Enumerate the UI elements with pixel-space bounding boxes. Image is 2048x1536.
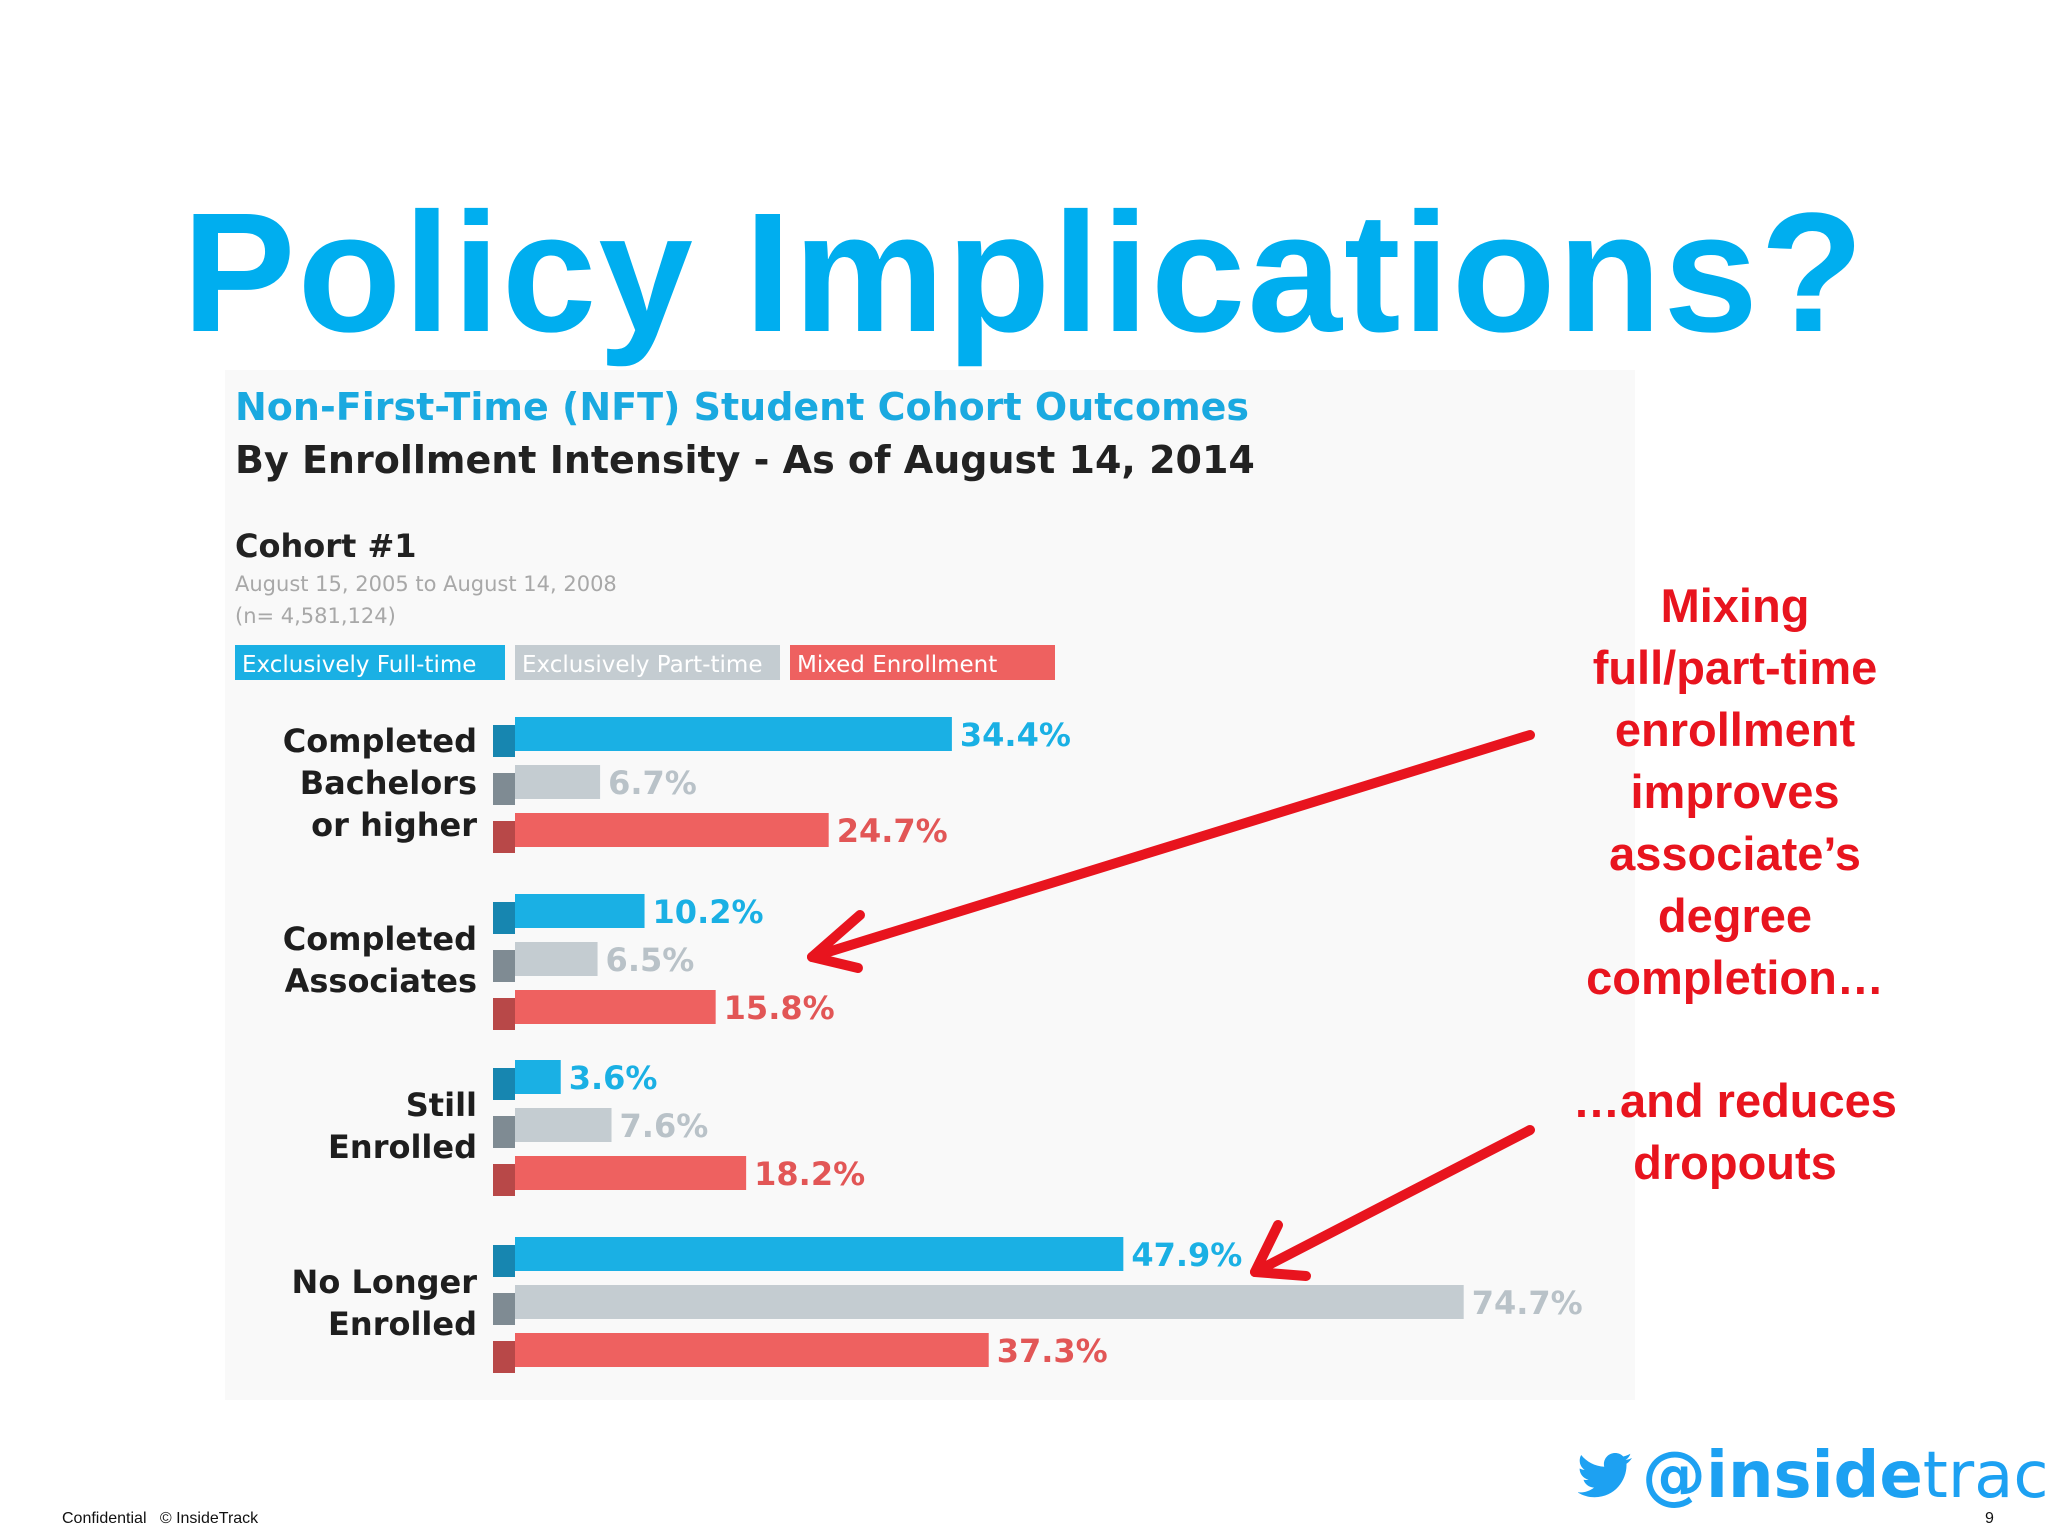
bar-value-label: 18.2% [754,1155,865,1193]
bar-depth [493,821,515,853]
annotation-line: dropouts [1633,1136,1837,1189]
bar-value-label: 6.7% [608,764,697,802]
cohort-label: Cohort #1 [235,527,417,565]
bar-depth [493,950,515,982]
footer-copyright: © InsideTrack [159,1510,259,1527]
category-label: Bachelors [300,764,477,802]
legend-label: Exclusively Full-time [242,652,476,678]
bar-depth [493,773,515,805]
bar [515,1333,989,1367]
bar [515,765,601,799]
bar [515,894,645,928]
bar-value-label: 24.7% [837,812,948,850]
chart-subtitle: By Enrollment Intensity - As of August 1… [235,438,1255,482]
cohort-dates: August 15, 2005 to August 14, 2008 [235,572,617,596]
bar-value-label: 37.3% [997,1332,1108,1370]
annotation-mixing: Mixing full/part-time enrollment improve… [1535,575,1935,1009]
legend-swatch [790,645,1055,680]
legend-swatch [515,645,780,680]
bar [515,1156,747,1190]
bar [515,1060,561,1094]
bar-depth [493,1293,515,1325]
category-label: Enrolled [328,1305,477,1343]
chart-title: Non-First-Time (NFT) Student Cohort Outc… [235,385,1249,429]
bar-depth [493,725,515,757]
footer-confidential: Confidential [62,1510,147,1527]
category-label: or higher [311,806,477,844]
category-label: Still [406,1086,477,1124]
bar-depth [493,1068,515,1100]
bar-value-label: 10.2% [653,893,764,931]
bar-depth [493,998,515,1030]
bar-depth [493,1245,515,1277]
bar-value-label: 34.4% [960,716,1071,754]
legend-swatch [235,645,505,680]
legend-label: Mixed Enrollment [797,652,997,678]
bar-value-label: 3.6% [569,1059,658,1097]
brand-handle-text: @insidetrack [1642,1444,2048,1508]
bar-value-label: 15.8% [724,989,835,1027]
brand-handle-prefix: @ [1642,1439,1706,1513]
chart-image: Non-First-Time (NFT) Student Cohort Outc… [225,370,1635,1400]
bar [515,1108,612,1142]
annotation-dropouts: …and reduces dropouts [1535,1070,1935,1194]
bar-depth [493,1164,515,1196]
bar-depth [493,902,515,934]
bar-chart: Non-First-Time (NFT) Student Cohort Outc… [225,370,1635,1400]
bar-value-label: 47.9% [1131,1236,1242,1274]
bar [515,1237,1124,1271]
brand-handle-main: inside [1706,1439,1923,1513]
annotation-line: enrollment [1614,703,1856,756]
footer-left: Confidential © InsideTrack [62,1510,258,1528]
bar-depth [493,1116,515,1148]
bar [515,717,952,751]
legend-label: Exclusively Part-time [522,652,762,678]
chart-bars: Completed Bachelors or higher 34.4% 6.7% 24.7… [283,716,1583,1373]
annotation-line: …and reduces [1573,1074,1897,1127]
slide-title: Policy Implications? [182,178,1866,368]
bar-depth [493,1341,515,1373]
category-label: Completed [283,722,477,760]
annotation-line: improves [1630,765,1840,818]
bar-value-label: 7.6% [620,1107,709,1145]
bar-value-label: 74.7% [1472,1284,1583,1322]
category-label: Enrolled [328,1128,477,1166]
twitter-bird-icon [1578,1453,1632,1498]
brand-handle: @insidetrack [1578,1440,2048,1512]
category-label: Completed [283,920,477,958]
bar [515,942,598,976]
annotation-line: completion… [1586,951,1884,1004]
cohort-n: (n= 4,581,124) [235,604,396,628]
annotation-line: Mixing [1660,579,1810,632]
annotation-line: associate’s [1609,827,1861,880]
chart-legend: Exclusively Full-time Exclusively Part-ti… [235,645,1055,680]
annotation-line: degree [1657,889,1813,942]
brand-handle-suffix: track [1922,1439,2048,1513]
category-label: No Longer [292,1263,478,1301]
annotation-line: full/part-time [1592,641,1878,694]
page-number: 9 [1985,1510,1994,1527]
bar [515,990,716,1024]
bar-value-label: 6.5% [606,941,695,979]
bar [515,1285,1464,1319]
bar [515,813,829,847]
category-label: Associates [285,962,477,1000]
